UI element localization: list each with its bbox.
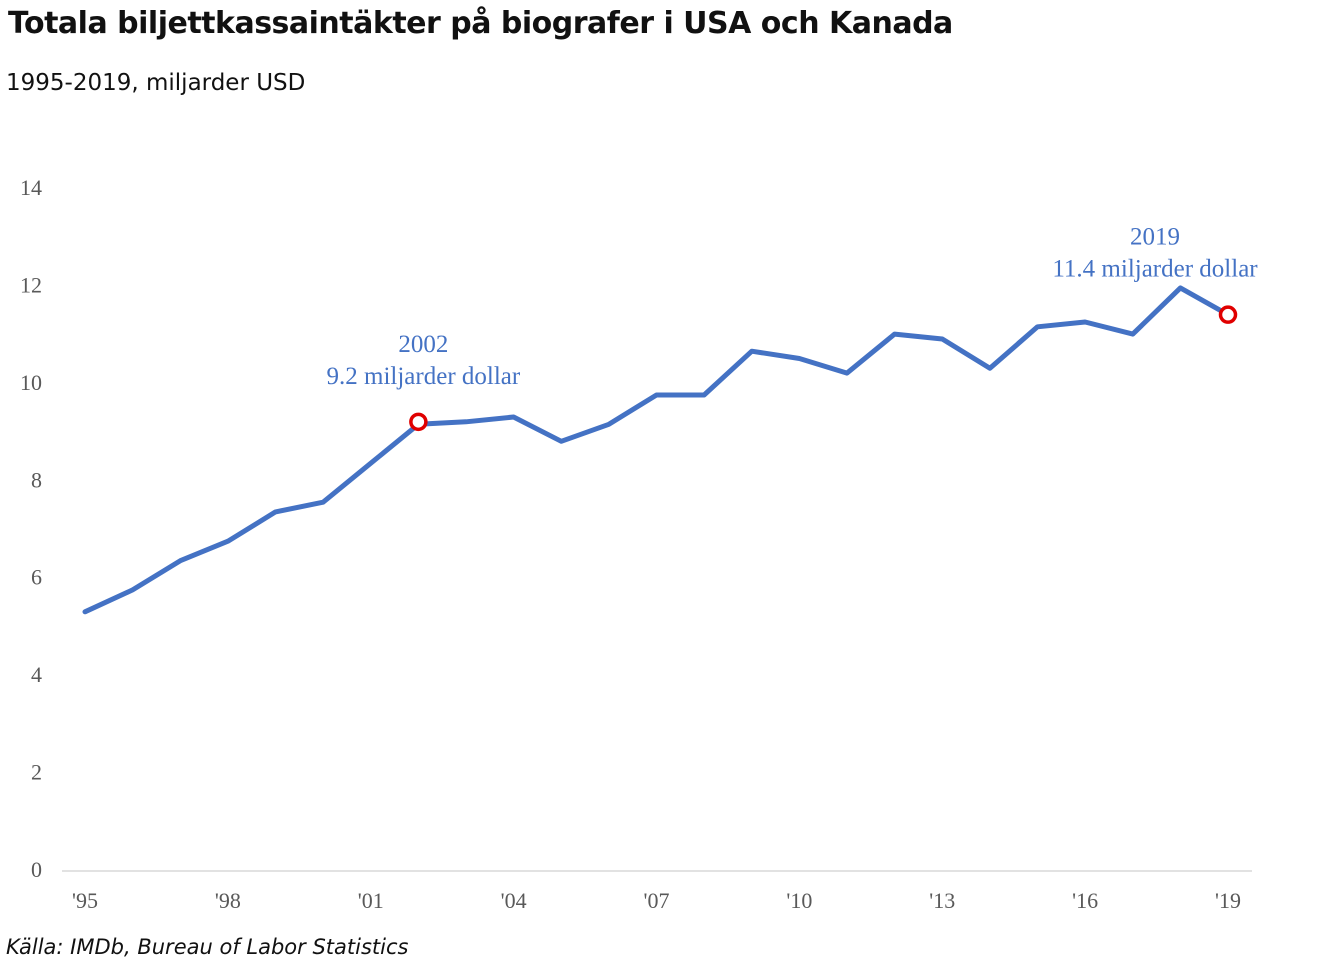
x-tick-label: '04 (501, 888, 527, 913)
x-tick-label: '10 (786, 888, 812, 913)
y-tick-label: 2 (31, 760, 42, 785)
x-tick-label: '01 (358, 888, 384, 913)
x-tick-label: '98 (215, 888, 241, 913)
y-tick-label: 0 (31, 857, 42, 882)
series-line (82, 285, 1231, 615)
highlight-value-label: 11.4 miljarder dollar (1052, 256, 1258, 283)
chart-subtitle: 1995-2019, miljarder USD (6, 70, 306, 96)
x-tick-label: '16 (1072, 888, 1098, 913)
highlight-marker (1218, 305, 1238, 324)
x-axis: '95 '98 '01 '04 '07 '10 '13 '16 '19 (62, 870, 1252, 913)
y-axis: 0 2 4 6 8 10 12 14 (20, 175, 42, 882)
highlight-year-label: 2019 (1130, 224, 1180, 251)
y-tick-label: 4 (31, 662, 42, 687)
highlights-group: 2002 9.2 miljarder dollar 2019 11.4 miljard… (327, 224, 1258, 432)
highlight-marker (409, 412, 428, 432)
highlight-value-label: 9.2 miljarder dollar (327, 363, 521, 390)
y-tick-label: 12 (20, 272, 42, 297)
x-tick-label: '95 (72, 888, 98, 913)
y-tick-label: 6 (31, 565, 42, 590)
y-tick-label: 8 (31, 467, 42, 492)
y-tick-label: 14 (20, 175, 42, 200)
series-group (82, 285, 1231, 615)
source-note: Källa: IMDb, Bureau of Labor Statistics (6, 935, 409, 959)
x-tick-label: '13 (929, 888, 955, 913)
chart-title: Totala biljettkassaintäkter på biografer… (8, 6, 953, 41)
x-tick-label: '07 (644, 888, 670, 913)
highlight-year-label: 2002 (398, 331, 448, 358)
x-tick-label: '19 (1215, 888, 1241, 913)
y-tick-label: 10 (20, 370, 42, 395)
